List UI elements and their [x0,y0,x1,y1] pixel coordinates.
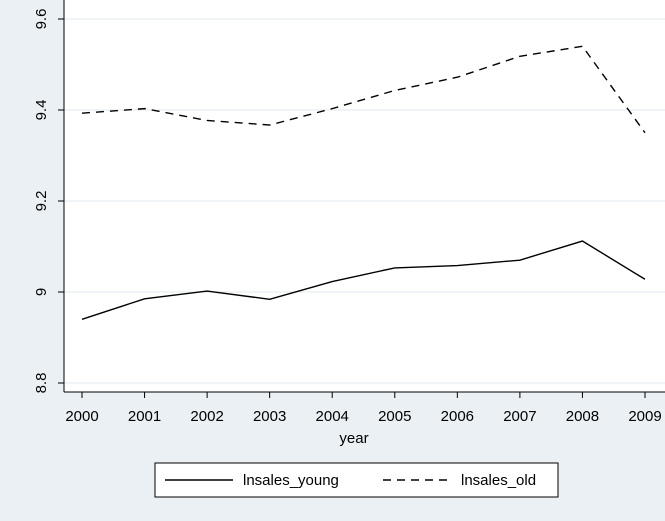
x-tick-label: 2008 [566,408,599,425]
y-tick-label: 9.6 [33,9,50,30]
gridlines [64,18,665,384]
y-tick-label: 9.4 [33,100,50,121]
tick-labels: 8.8 9 9.2 9.4 9.6 2000 2001 2002 2003 2004 2005 200… [33,9,662,425]
legend-label-lnsales-young: lnsales_young [243,472,339,489]
y-tick-label: 8.8 [33,373,50,394]
x-tick-label: 2003 [253,408,286,425]
x-tick-label: 2006 [441,408,474,425]
legend-label-lnsales-old: lnsales_old [461,472,536,489]
x-axis-title: year [339,430,368,447]
x-tick-label: 2001 [128,408,161,425]
legend: lnsales_young lnsales_old [154,462,559,498]
y-tick-label: 9 [33,288,50,296]
plot-area [64,0,665,392]
series-line-lnsales-young [81,240,646,320]
x-tick-label: 2004 [316,408,349,425]
x-tick-label: 2000 [65,408,98,425]
series-line-lnsales-old [81,45,646,134]
x-tick-label: 2007 [503,408,536,425]
y-tick-label: 9.2 [33,191,50,212]
series-lines [81,45,646,320]
x-tick-label: 2005 [378,408,411,425]
x-tick-label: 2002 [190,408,223,425]
x-tick-label: 2009 [628,408,661,425]
axes [58,0,665,398]
